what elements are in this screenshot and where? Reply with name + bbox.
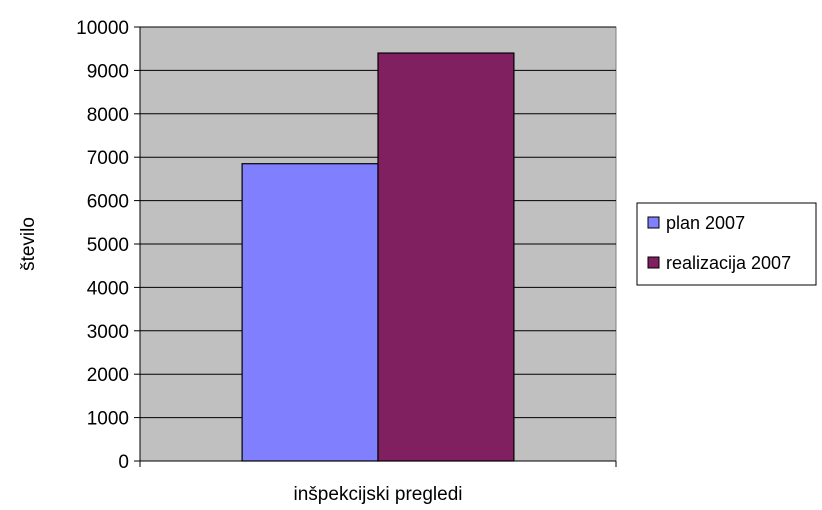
- legend-swatch: [647, 216, 660, 229]
- y-tick-label: 5000: [87, 235, 129, 256]
- bar-plan-2007: [241, 163, 379, 462]
- y-tick-label: 8000: [87, 105, 129, 126]
- y-tick-label: 9000: [87, 61, 129, 82]
- legend-swatch: [647, 256, 660, 269]
- y-tick-label: 3000: [87, 322, 129, 343]
- y-tick-labels: 0 1000 2000 3000 4000 5000 6000 7000 8000 9000 100…: [76, 18, 129, 473]
- legend-label: plan 2007: [666, 213, 745, 233]
- y-tick-label: 7000: [87, 148, 129, 169]
- y-tick-label: 10000: [76, 18, 129, 39]
- y-tick-label: 6000: [87, 192, 129, 213]
- y-tick-label: 1000: [87, 409, 129, 430]
- y-tick-label: 4000: [87, 278, 129, 299]
- y-tick-label: 2000: [87, 365, 129, 386]
- x-axis-title: inšpekcijski pregledi: [294, 484, 463, 505]
- bar-realizacija-2007: [377, 52, 515, 462]
- legend-label: realizacija 2007: [666, 253, 791, 273]
- y-tick-label: 0: [118, 452, 129, 473]
- legend: plan 2007 realizacija 2007: [636, 202, 817, 286]
- y-axis-title: število: [18, 217, 39, 271]
- axes: [134, 26, 617, 467]
- legend-box: [636, 202, 817, 286]
